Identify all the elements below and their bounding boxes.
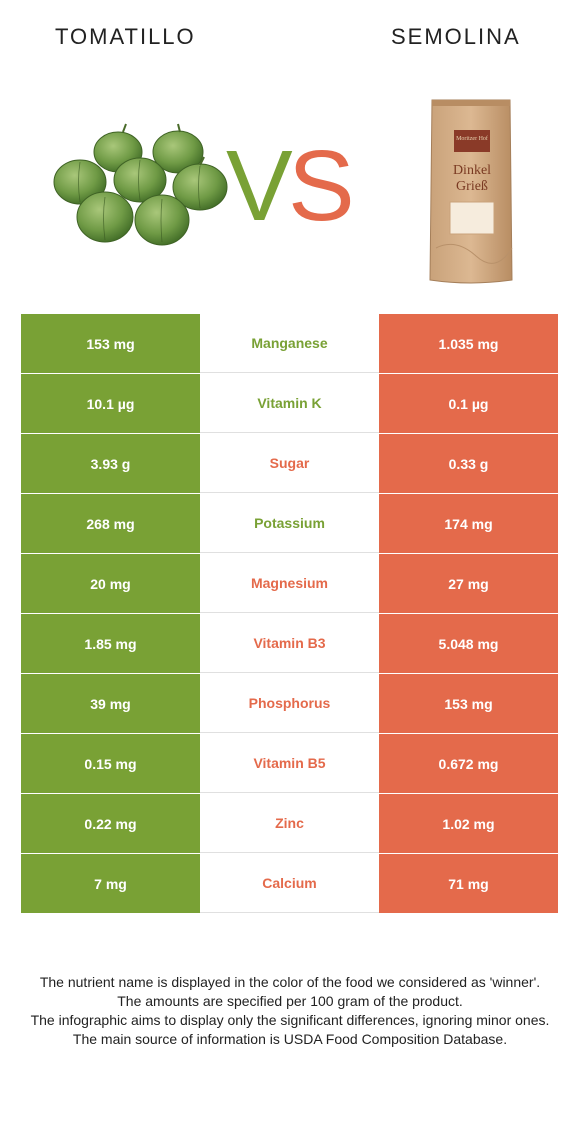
nutrient-name: Zinc — [200, 794, 379, 853]
tomatillo-value: 20 mg — [21, 554, 200, 613]
vs-letter-v: V — [226, 138, 293, 228]
table-row: 39 mg Phosphorus 153 mg — [21, 674, 558, 734]
nutrient-name: Phosphorus — [200, 674, 379, 733]
table-row: 0.22 mg Zinc 1.02 mg — [21, 794, 558, 854]
tomatillo-value: 0.22 mg — [21, 794, 200, 853]
nutrient-name: Potassium — [200, 494, 379, 553]
vs-letter-s: S — [288, 138, 354, 228]
table-row: 10.1 µg Vitamin K 0.1 µg — [21, 374, 558, 434]
nutrient-name: Sugar — [200, 434, 379, 493]
footer-notes: The nutrient name is displayed in the co… — [20, 973, 560, 1049]
semolina-value: 1.02 mg — [379, 794, 558, 853]
table-row: 20 mg Magnesium 27 mg — [21, 554, 558, 614]
footer-line-4: The main source of information is USDA F… — [72, 1031, 508, 1047]
tomatillo-value: 1.85 mg — [21, 614, 200, 673]
table-row: 1.85 mg Vitamin B3 5.048 mg — [21, 614, 558, 674]
versus-mark: V S — [226, 138, 354, 228]
nutrient-name: Calcium — [200, 854, 379, 913]
semolina-image: Moritzer Hof Dinkel Grieß — [429, 99, 513, 284]
tomatillo-value: 3.93 g — [21, 434, 200, 493]
tomatillo-image — [53, 123, 228, 246]
bag-brand-label: Moritzer Hof — [456, 135, 488, 142]
tomatillo-value: 39 mg — [21, 674, 200, 733]
semolina-value: 71 mg — [379, 854, 558, 913]
footer-line-1: The nutrient name is displayed in the co… — [39, 974, 541, 990]
semolina-value: 174 mg — [379, 494, 558, 553]
nutrient-name: Vitamin B3 — [200, 614, 379, 673]
tomatillo-value: 7 mg — [21, 854, 200, 913]
semolina-value: 1.035 mg — [379, 314, 558, 373]
nutrient-name: Manganese — [200, 314, 379, 373]
semolina-value: 0.33 g — [379, 434, 558, 493]
nutrient-name: Vitamin B5 — [200, 734, 379, 793]
tomatillo-value: 268 mg — [21, 494, 200, 553]
right-food-title: SEMOLINA — [391, 24, 521, 49]
footer-line-3: The infographic aims to display only the… — [30, 1012, 550, 1028]
table-row: 7 mg Calcium 71 mg — [21, 854, 558, 914]
bag-text-line1: Dinkel — [453, 163, 491, 178]
tomatillo-value: 153 mg — [21, 314, 200, 373]
footer-line-2: The amounts are specified per 100 gram o… — [117, 993, 463, 1009]
nutrient-name: Vitamin K — [200, 374, 379, 433]
table-row: 268 mg Potassium 174 mg — [21, 494, 558, 554]
table-row: 3.93 g Sugar 0.33 g — [21, 434, 558, 494]
semolina-value: 27 mg — [379, 554, 558, 613]
bag-text-line2: Grieß — [456, 179, 488, 194]
semolina-value: 0.672 mg — [379, 734, 558, 793]
tomatillo-value: 0.15 mg — [21, 734, 200, 793]
left-food-title: TOMATILLO — [55, 24, 196, 49]
nutrient-name: Magnesium — [200, 554, 379, 613]
semolina-value: 153 mg — [379, 674, 558, 733]
table-row: 153 mg Manganese 1.035 mg — [21, 314, 558, 374]
semolina-value: 0.1 µg — [379, 374, 558, 433]
table-row: 0.15 mg Vitamin B5 0.672 mg — [21, 734, 558, 794]
semolina-value: 5.048 mg — [379, 614, 558, 673]
tomatillo-value: 10.1 µg — [21, 374, 200, 433]
